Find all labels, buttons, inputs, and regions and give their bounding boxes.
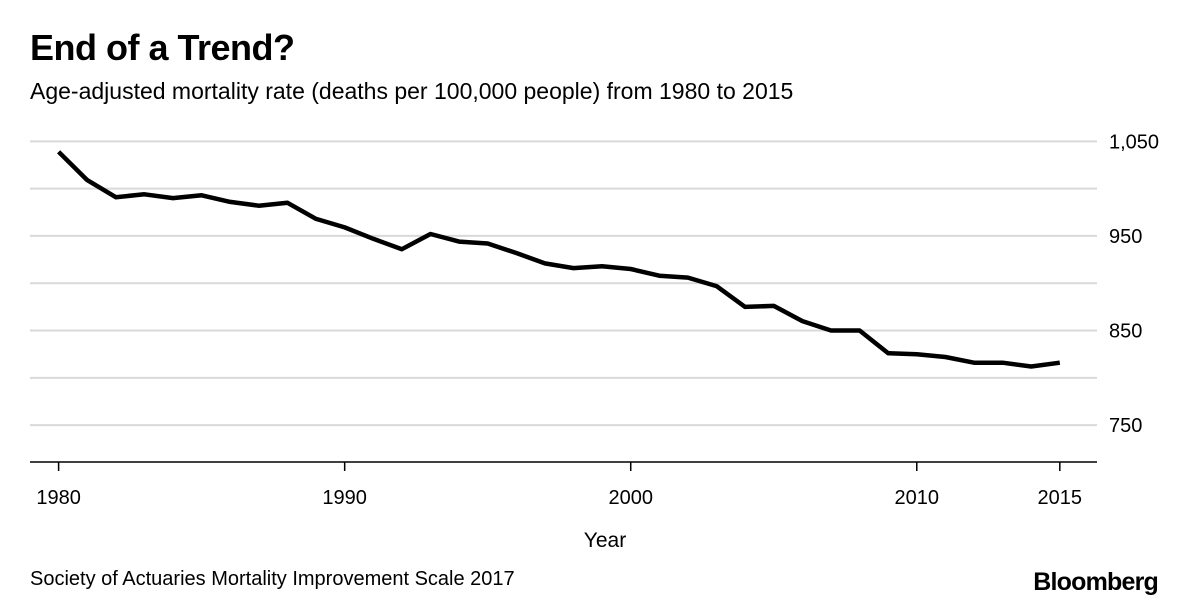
y-tick-label: 750 xyxy=(1109,415,1142,437)
y-tick-label: 1,050 xyxy=(1109,131,1159,153)
x-tick-label: 2015 xyxy=(1038,487,1083,509)
x-axis-title: Year xyxy=(584,529,626,552)
axis-labels: 1980 1990 2000 2010 2015 1,050 950 850 750 Year xyxy=(36,131,1159,552)
series-layer xyxy=(57,150,1061,369)
x-tick-label: 1980 xyxy=(36,487,81,509)
source-note: Society of Actuaries Mortality Improveme… xyxy=(30,568,515,590)
series-line xyxy=(57,150,1061,369)
y-tick-label: 850 xyxy=(1109,321,1142,343)
gridlines xyxy=(30,140,1097,427)
x-tick-label: 1990 xyxy=(322,487,367,509)
x-tick-label: 2010 xyxy=(895,487,940,509)
x-axis xyxy=(30,461,1097,471)
bloomberg-logo: Bloomberg xyxy=(1033,568,1159,596)
chart-title: End of a Trend? xyxy=(30,27,295,68)
x-tick-label: 2000 xyxy=(608,487,653,509)
chart-subtitle: Age-adjusted mortality rate (deaths per … xyxy=(30,78,794,104)
y-tick-label: 950 xyxy=(1109,226,1142,248)
